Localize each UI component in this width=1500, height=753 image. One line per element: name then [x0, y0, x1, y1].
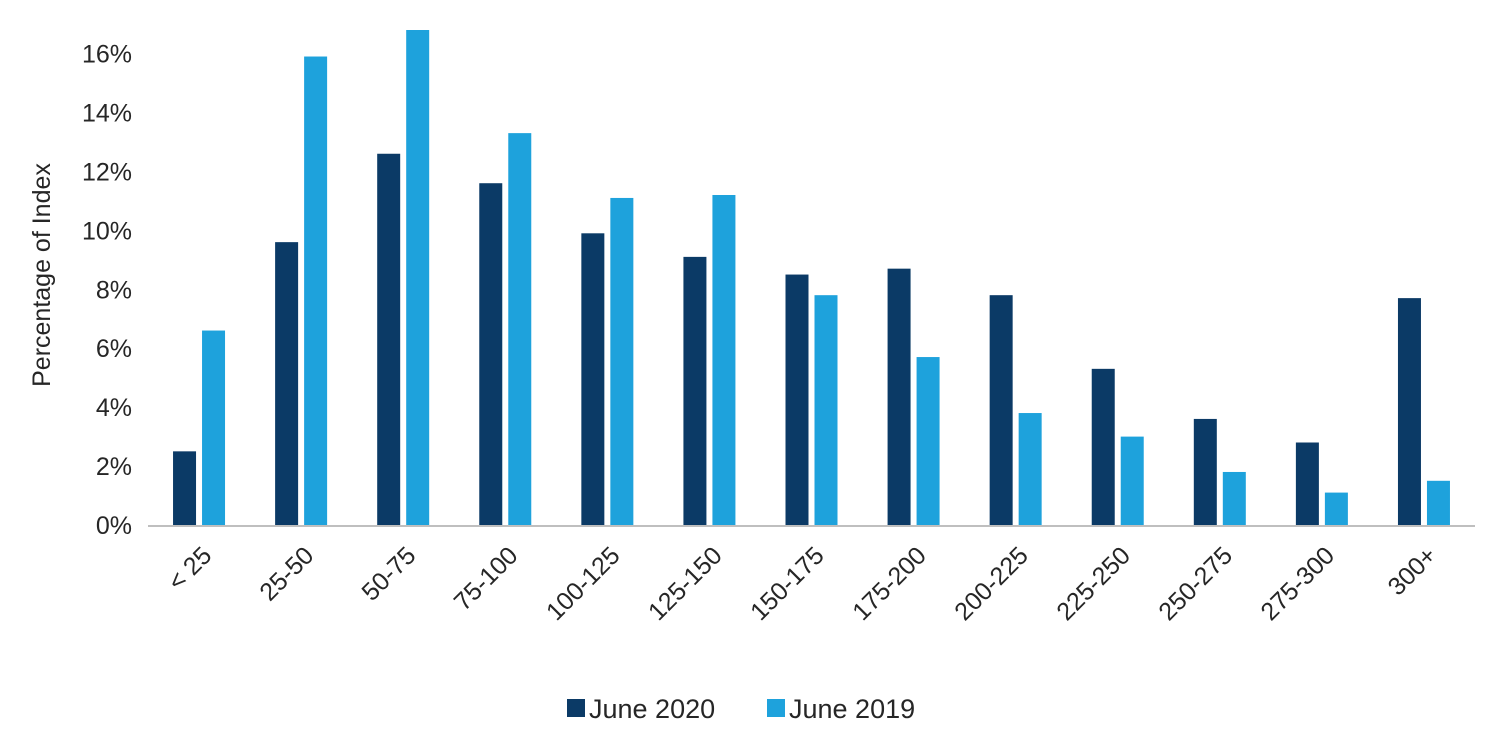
x-axis-ticks: < 25 25-50 50-75 75-100 100-125 125-150 150-17… — [163, 541, 1443, 626]
bar-june-2020 — [479, 183, 503, 525]
x-tick-label: 125-150 — [643, 541, 728, 626]
y-tick-label: 8% — [96, 276, 132, 304]
x-tick-label: 25-50 — [254, 541, 319, 606]
bar-june-2019 — [508, 133, 532, 525]
bar-june-2019 — [814, 295, 838, 525]
bar-june-2020 — [1295, 442, 1319, 525]
x-tick-label: 275-300 — [1255, 541, 1340, 626]
legend-swatch-june-2019 — [767, 699, 785, 717]
legend-swatch-june-2020 — [567, 699, 585, 717]
bar-june-2020 — [275, 242, 299, 525]
x-tick-label: < 25 — [163, 541, 218, 596]
x-tick-label: 175-200 — [847, 541, 932, 626]
y-tick-label: 14% — [82, 100, 132, 128]
y-tick-label: 0% — [96, 512, 132, 540]
bar-june-2020 — [581, 233, 605, 525]
x-tick-label: 50-75 — [356, 541, 421, 606]
bar-june-2020 — [377, 153, 401, 525]
x-tick-label: 150-175 — [745, 541, 830, 626]
legend-label-june-2020: June 2020 — [589, 694, 715, 724]
bar-june-2019 — [304, 56, 328, 526]
bar-june-2019 — [1324, 492, 1348, 525]
y-tick-label: 2% — [96, 453, 132, 481]
y-tick-label: 12% — [82, 158, 132, 186]
y-tick-label: 10% — [82, 217, 132, 245]
bar-june-2020 — [1193, 418, 1217, 525]
legend-label-june-2019: June 2019 — [789, 694, 915, 724]
x-tick-label: 100-125 — [541, 541, 626, 626]
y-axis-ticks: 0% 2% 4% 6% 8% 10% 12% 14% 16% — [82, 41, 132, 540]
bar-june-2020 — [1397, 298, 1421, 525]
bar-june-2020 — [683, 256, 707, 525]
bar-june-2019 — [1222, 471, 1246, 525]
x-tick-label: 225-250 — [1051, 541, 1136, 626]
bar-june-2019 — [1018, 413, 1042, 525]
y-tick-label: 4% — [96, 394, 132, 422]
bar-june-2020 — [1091, 368, 1115, 525]
bar-june-2019 — [916, 357, 940, 525]
x-tick-label: 200-225 — [949, 541, 1034, 626]
bar-june-2019 — [712, 195, 736, 525]
bar-june-2019 — [406, 30, 430, 525]
bar-june-2019 — [610, 197, 634, 526]
bar-june-2020 — [173, 451, 197, 525]
bar-june-2020 — [785, 274, 809, 525]
x-tick-label: 300+ — [1383, 541, 1443, 601]
y-tick-label: 16% — [82, 41, 132, 69]
bar-june-2020 — [887, 268, 911, 525]
bar-june-2019 — [202, 330, 226, 525]
y-tick-label: 6% — [96, 335, 132, 363]
x-tick-label: 250-275 — [1153, 541, 1238, 626]
bar-june-2019 — [1426, 480, 1450, 525]
bar-series-group — [173, 30, 1450, 526]
bar-june-2020 — [989, 295, 1013, 525]
x-tick-label: 75-100 — [449, 541, 524, 616]
legend: June 2020 June 2019 — [567, 694, 915, 724]
bar-june-2019 — [1120, 436, 1144, 525]
y-axis-title: Percentage of Index — [28, 163, 56, 387]
